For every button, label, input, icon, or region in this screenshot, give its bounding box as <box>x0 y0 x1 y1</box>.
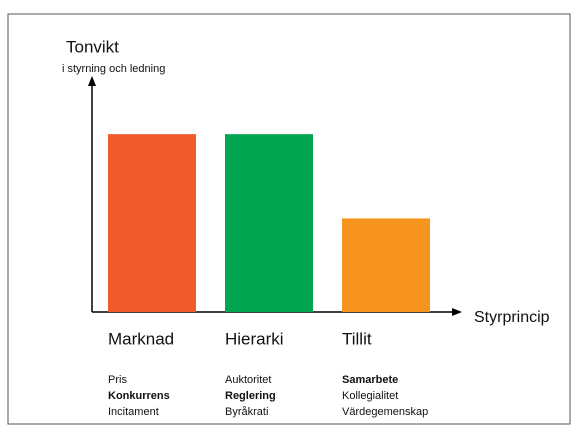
bar <box>225 134 313 312</box>
category-label: Tillit <box>342 329 372 348</box>
keyword: Byråkrati <box>225 406 268 418</box>
keyword: Samarbete <box>342 374 398 386</box>
bar <box>108 134 196 312</box>
x-axis-label: Styrprincip <box>474 309 550 326</box>
keyword: Kollegialitet <box>342 390 398 402</box>
bar <box>342 218 430 312</box>
keyword: Pris <box>108 374 127 386</box>
keyword: Värdegemenskap <box>342 406 428 418</box>
category-label: Marknad <box>108 329 174 348</box>
x-axis-arrow <box>452 308 462 316</box>
y-axis-label: Tonvikt <box>66 37 119 56</box>
category-label: Hierarki <box>225 329 284 348</box>
keyword: Incitament <box>108 406 159 418</box>
keyword: Konkurrens <box>108 390 170 402</box>
keyword: Auktoritet <box>225 374 271 386</box>
y-axis-arrow <box>88 76 96 86</box>
keyword: Reglering <box>225 390 276 402</box>
y-axis-sublabel: i styrning och ledning <box>62 63 165 75</box>
